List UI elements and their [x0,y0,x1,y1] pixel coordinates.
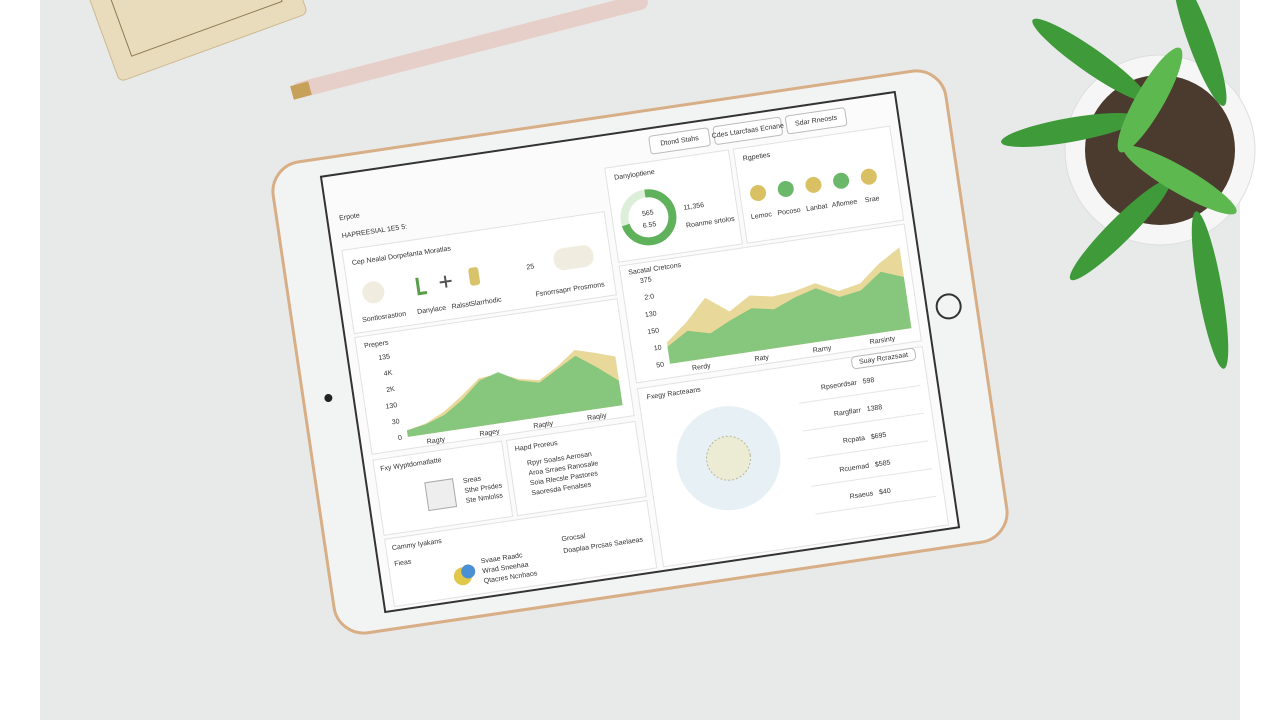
donut-arc [620,189,677,246]
y-label: 375 [640,276,653,285]
home-button [935,293,962,320]
y-label: 2:0 [644,293,655,301]
wypt-image [424,478,458,512]
box-subtitle: Fieas [394,558,412,567]
box-line: Sreas [463,475,483,485]
y-label: 50 [656,361,665,369]
rgpeties-label: Lanbat [806,203,828,213]
x-label: Raty [754,354,770,363]
rgpeties-label: Lemoc [751,211,773,221]
icon [415,277,428,296]
x-label: Raqiiy [587,412,608,422]
summary-caption: Ralsst [451,301,471,311]
donut-total: 11,356 [683,202,705,212]
list-rule [811,468,933,487]
x-label: Ragty [426,436,446,446]
list-rule [799,384,920,404]
rgpeties-label: Pocoso [777,207,801,217]
x-label: Rarsinty [869,335,896,346]
rgpeties-icon [860,168,877,185]
hapd-box [505,420,647,517]
list-rule [803,412,925,432]
rgpeties-icon [805,176,822,193]
donut-center: 565 [642,209,655,218]
area [406,355,623,437]
icon [553,245,594,271]
list-value: 1388 [866,404,883,413]
x-label: Rerdy [692,363,712,373]
header-button[interactable] [648,127,711,155]
x-label: Ragey [479,428,501,438]
x-label: Rarny [812,345,832,355]
y-label: 10 [653,344,662,352]
list-value: $40 [879,488,892,497]
rgpeties-icon [777,180,794,197]
notebook [76,0,307,81]
summary-caption: Danylace [417,305,447,316]
cammy-icon [461,564,476,579]
rgpeties-icon [833,172,850,189]
list-value: 598 [862,377,875,386]
kicker: Erpote [339,212,361,222]
icon [439,275,452,288]
list-name: Rcpata [843,435,866,445]
list-rule [815,495,937,515]
x-label: Raqtiy [533,420,554,430]
icon [468,267,481,286]
y-label: 135 [378,353,391,362]
fxegy-illustration [705,435,751,481]
header-button[interactable] [712,116,783,145]
cammy-box [384,500,658,608]
list-value: $695 [870,432,887,441]
list-value: $585 [875,459,892,468]
rgpeties-label: Aflomee [831,199,858,210]
rgpeties-icon [750,185,767,202]
y-label: 130 [645,310,658,319]
area [667,271,912,364]
y-label: 150 [647,327,660,336]
header-button[interactable] [785,107,848,135]
box-action[interactable] [851,347,917,370]
donut-sub: 6.55 [642,221,657,230]
list-rule [807,440,929,460]
list-name: Rargflarr [833,407,862,418]
rgpeties-label: Srae [864,195,880,204]
y-label: 2K [386,386,396,394]
rgpeties-title: Rgpeties [742,152,771,163]
y-label: 4K [383,370,393,378]
pen-tip [290,81,312,100]
plant [1001,0,1256,369]
dashboard: Erpote HAPREESIAL 1E5 5: Cep Nealal Dorp… [339,107,950,608]
summary-number: 25 [526,263,535,271]
y-label: 130 [385,402,398,411]
list-name: Rsaeus [849,490,874,500]
summary-panel [341,211,617,335]
list-name: Rcuemad [839,463,870,474]
y-label: 0 [398,435,403,443]
fxegy-box [636,346,950,568]
icon [362,281,385,304]
camera [324,394,333,403]
box-line: Grocsal [561,533,586,544]
pen [292,0,648,98]
y-label: 30 [391,418,400,426]
tablet: Erpote HAPREESIAL 1E5 5: Cep Nealal Dorp… [271,69,1009,635]
chart-title: Prepers [364,339,390,350]
summary-caption: Slarrhodic [470,296,503,308]
